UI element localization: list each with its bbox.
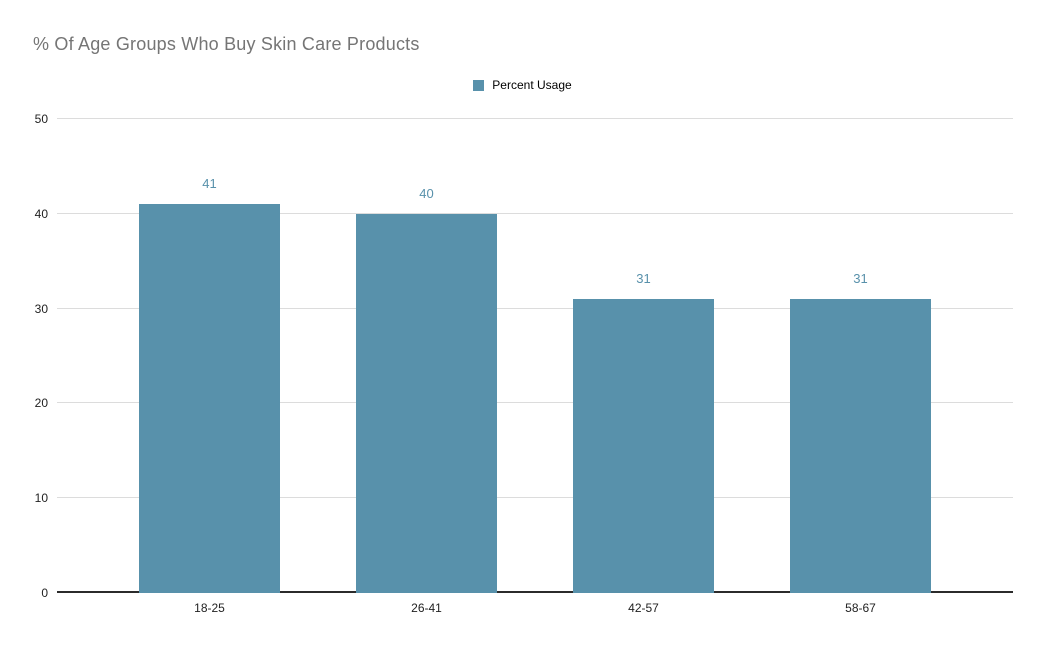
bar-group: 40: [318, 119, 535, 593]
bar-group: 31: [752, 119, 969, 593]
legend: Percent Usage: [0, 78, 1045, 92]
x-axis-line: [57, 591, 1013, 593]
chart-title: % Of Age Groups Who Buy Skin Care Produc…: [33, 34, 420, 54]
gridline: [57, 402, 1013, 404]
bar: [790, 299, 931, 593]
x-axis-tick-label: 26-41: [411, 601, 442, 615]
y-axis-tick-label: 0: [41, 586, 48, 600]
bar: [573, 299, 714, 593]
legend-label: Percent Usage: [492, 78, 572, 92]
legend-swatch-icon: [473, 79, 485, 91]
x-axis-tick-label: 58-67: [845, 601, 876, 615]
x-axis: 18-25 26-41 42-57 58-67: [57, 601, 1013, 615]
gridline: [57, 212, 1013, 214]
y-axis-tick-label: 50: [34, 112, 48, 126]
bar: [139, 204, 280, 593]
plot-area: [57, 118, 1013, 593]
bar-value-label: 40: [419, 185, 434, 201]
y-axis: 0 10 20 30 40 50: [0, 112, 48, 600]
bar-group: 41: [101, 119, 318, 593]
bar: [356, 213, 497, 593]
y-axis-tick-label: 30: [34, 301, 48, 316]
bar-value-label: 31: [636, 271, 651, 287]
bar-value-label: 31: [853, 271, 868, 287]
gridline: [57, 307, 1013, 309]
bar-value-label: 41: [202, 176, 217, 192]
y-axis-tick-label: 10: [34, 491, 48, 506]
bars-container: 41 40 31 31: [57, 119, 1013, 593]
y-axis-tick-label: 20: [34, 396, 48, 411]
y-axis-tick-label: 40: [34, 206, 48, 221]
bar-group: 31: [535, 119, 752, 593]
gridline: [57, 497, 1013, 499]
x-axis-tick-label: 18-25: [194, 601, 225, 615]
gridline: [57, 118, 1013, 119]
x-axis-tick-label: 42-57: [628, 601, 659, 615]
